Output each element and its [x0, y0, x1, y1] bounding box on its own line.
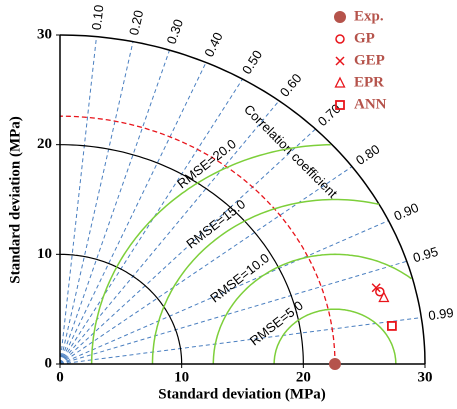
rmse-label: RMSE=5.0 [247, 298, 306, 349]
y-tick-label: 30 [37, 26, 52, 42]
corr-ray [59, 62, 207, 365]
x-tick-label: 0 [56, 369, 64, 385]
x-tick-label: 30 [418, 369, 433, 385]
corr-ray [59, 166, 353, 365]
rmse-contour [90, 143, 331, 365]
corr-ray [59, 100, 280, 365]
rmse-label: RMSE=20.0 [174, 136, 239, 191]
legend-marker [335, 34, 345, 44]
legend-label: ANN [354, 96, 387, 112]
legend-marker [334, 11, 346, 23]
corr-tick-label: 0.95 [411, 244, 440, 266]
corr-tick-label: 0.90 [392, 200, 421, 224]
corr-tick-label: 0.80 [353, 141, 382, 168]
corr-tick-label: 0.50 [239, 47, 265, 76]
legend-marker [335, 100, 345, 110]
y-tick-label: 10 [37, 246, 52, 262]
y-axis-label: Standard deviation (MPa) [7, 116, 23, 284]
corr-tick-label: 0.99 [427, 305, 454, 323]
rmse-label: RMSE=10.0 [207, 250, 272, 305]
corr-tick-label: 0.30 [164, 17, 187, 46]
reference-arc [60, 115, 336, 365]
corr-tick-label: 0.60 [277, 71, 305, 100]
legend-label: GEP [354, 52, 385, 68]
data-point [371, 283, 381, 293]
corr-ray [59, 41, 134, 365]
corr-ray [59, 220, 389, 365]
legend-marker [334, 76, 346, 88]
corr-tick-label: 0.70 [315, 101, 344, 129]
std-arc [60, 144, 304, 364]
y-tick-label: 20 [37, 136, 52, 152]
legend-label: EPR [354, 74, 384, 90]
x-axis-label: Standard deviation (MPa) [158, 386, 326, 402]
rmse-contour [273, 308, 397, 364]
corr-tick-label: 0.20 [126, 9, 146, 37]
legend-label: Exp. [354, 8, 384, 24]
x-tick-label: 10 [174, 369, 189, 385]
corr-tick-label: 0.40 [201, 30, 226, 59]
corr-ray [59, 317, 422, 365]
legend-marker [335, 56, 345, 66]
legend-label: GP [354, 30, 375, 46]
std-arc [59, 253, 183, 365]
corr-ray [59, 49, 170, 365]
corr-tick-label: 0.10 [89, 4, 107, 31]
corr-ray [59, 78, 243, 365]
corr-ray [59, 36, 97, 365]
rmse-contour [212, 253, 412, 364]
rmse-contour [151, 198, 380, 364]
x-tick-label: 20 [296, 369, 311, 385]
data-point [387, 321, 397, 331]
corr-ray [59, 260, 407, 365]
y-tick-label: 0 [45, 355, 53, 371]
reference-point [328, 358, 341, 370]
data-point [378, 291, 390, 303]
corr-ray [59, 128, 316, 365]
std-arc [59, 34, 426, 365]
